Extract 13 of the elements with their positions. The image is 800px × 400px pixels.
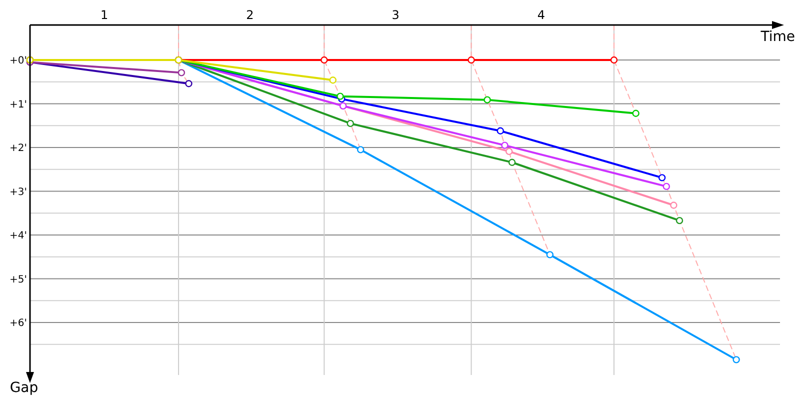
x-tick-label: 3	[392, 8, 400, 22]
y-tick-label: +0'	[10, 56, 27, 66]
y-tick-label: +5'	[10, 274, 27, 286]
y-tick-label: +4'	[10, 230, 27, 242]
x-tick-label: 4	[537, 8, 545, 22]
y-axis-title: Gap	[10, 380, 38, 396]
y-tick-label: +2'	[10, 143, 27, 154]
y-tick-label: +3'	[10, 186, 27, 198]
x-tick-label: 1	[100, 8, 108, 22]
x-axis-title: Time	[760, 29, 795, 45]
y-tick-label: +6'	[10, 318, 27, 329]
x-tick-label: 2	[246, 8, 254, 22]
y-tick-label: +1'	[10, 99, 27, 110]
